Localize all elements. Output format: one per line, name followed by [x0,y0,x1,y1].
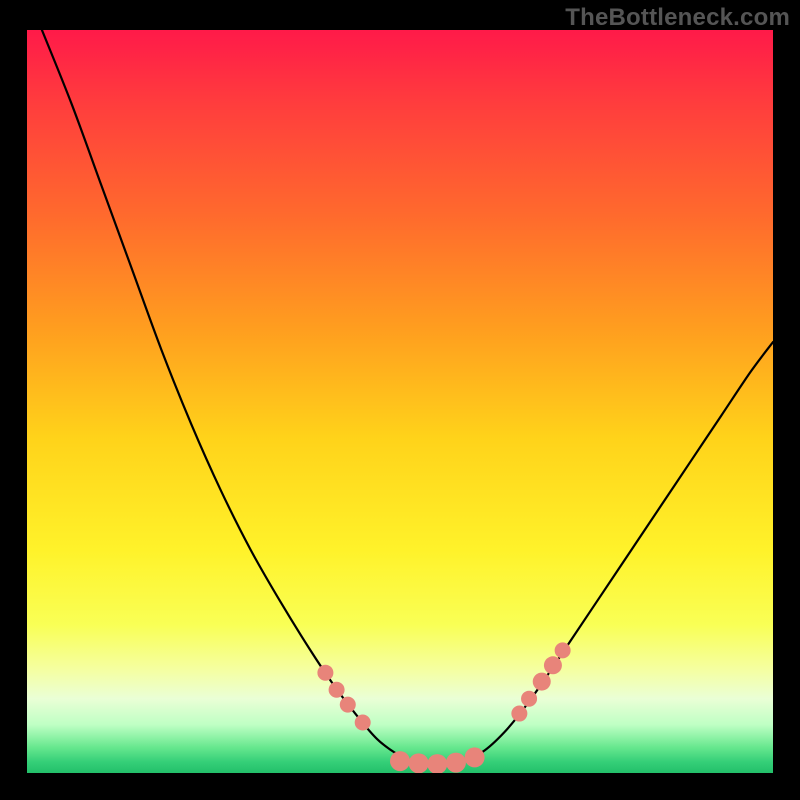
data-point [317,665,333,681]
watermark-text: TheBottleneck.com [565,4,790,32]
data-point [465,747,485,767]
data-point [427,754,447,774]
data-point [555,642,571,658]
data-point [446,753,466,773]
data-point [533,673,551,691]
bottleneck-chart: TheBottleneck.com [0,0,800,800]
data-point [329,682,345,698]
chart-svg [0,0,800,800]
data-point [355,714,371,730]
data-point [511,706,527,722]
data-point [409,753,429,773]
plot-background [27,30,773,773]
data-point [390,751,410,771]
data-point [340,697,356,713]
data-point [544,656,562,674]
data-point [521,691,537,707]
